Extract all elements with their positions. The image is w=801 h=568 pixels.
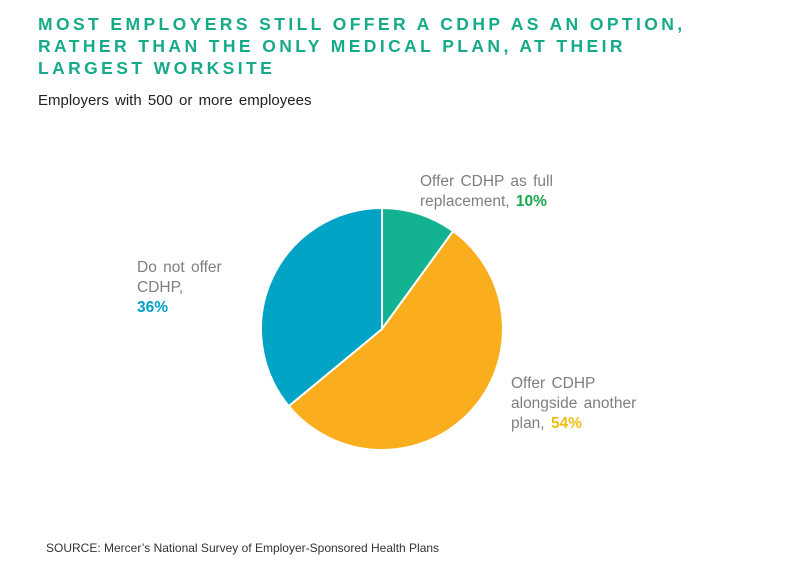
label-full-replacement: Offer CDHP as full replacement, 10% xyxy=(420,172,580,212)
slice-alongside xyxy=(287,229,504,451)
label-alongside: Offer CDHP alongside another plan, 54% xyxy=(511,374,661,434)
source-note: SOURCE: Mercer’s National Survey of Empl… xyxy=(46,541,440,555)
label-value: 54% xyxy=(550,415,582,432)
slice-full-replacement xyxy=(381,206,455,333)
label-do-not-offer: Do not offer CDHP, 36% xyxy=(137,258,237,318)
slice-do-not-offer xyxy=(260,206,383,408)
label-value: 10% xyxy=(515,193,547,210)
label-text: Offer CDHP as full replacement, xyxy=(420,173,553,210)
chart-subtitle: Employers with 500 or more employees xyxy=(38,92,312,109)
label-text: Do not offer CDHP, xyxy=(137,259,222,296)
label-text: Offer CDHP alongside another plan, xyxy=(511,375,637,432)
label-value: 36% xyxy=(137,299,169,316)
chart-title: MOST EMPLOYERS STILL OFFER A CDHP AS AN … xyxy=(38,14,686,78)
